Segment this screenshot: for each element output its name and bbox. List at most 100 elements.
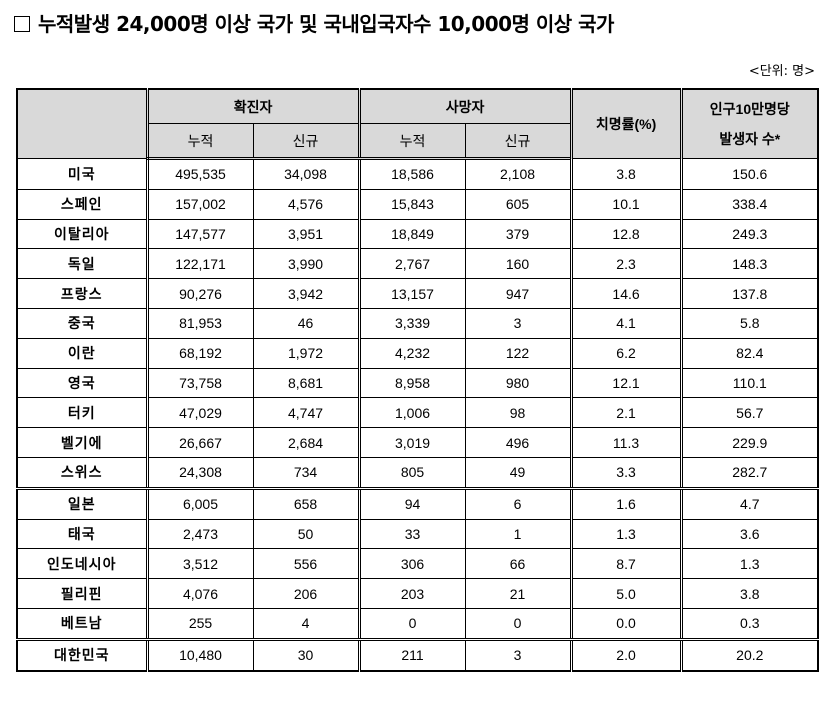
table-row: 스위스 24,308 734 805 49 3.3 282.7	[16, 456, 819, 490]
header-deaths-new: 신규	[464, 123, 572, 160]
fatality-rate-cell: 12.1	[569, 367, 682, 399]
fatality-rate-cell: 12.8	[569, 218, 682, 250]
deaths-cumulative-cell: 805	[357, 456, 466, 490]
confirmed-cumulative-cell: 255	[145, 607, 254, 641]
country-cell: 터키	[16, 397, 148, 429]
fatality-rate-cell: 3.3	[569, 456, 682, 490]
header-per-100k-line1: 인구10만명당	[709, 101, 790, 117]
confirmed-new-cell: 34,098	[252, 158, 360, 190]
confirmed-new-cell: 1,972	[252, 337, 360, 369]
table-row: 인도네시아 3,512 556 306 66 8.7 1.3	[16, 548, 819, 580]
per-100k-cell: 20.2	[679, 638, 819, 672]
deaths-new-cell: 6	[464, 487, 572, 520]
per-100k-cell: 338.4	[679, 188, 819, 220]
country-cell: 미국	[16, 158, 148, 190]
country-cell: 태국	[16, 518, 148, 550]
per-100k-cell: 3.8	[679, 578, 819, 609]
header-country	[16, 88, 148, 159]
country-cell: 스페인	[16, 188, 148, 220]
deaths-new-cell: 122	[464, 337, 572, 369]
header-per-100k: 인구10만명당 발생자 수*	[679, 88, 819, 159]
table-row: 미국 495,535 34,098 18,586 2,108 3.8 150.6	[16, 158, 819, 190]
country-cell: 벨기에	[16, 427, 148, 458]
country-cell: 베트남	[16, 607, 148, 641]
fatality-rate-cell: 14.6	[569, 278, 682, 309]
fatality-rate-cell: 0.0	[569, 607, 682, 641]
per-100k-cell: 4.7	[679, 487, 819, 520]
confirmed-cumulative-cell: 2,473	[145, 518, 254, 550]
header-row-1: 확진자 사망자 치명률(%) 인구10만명당 발생자 수*	[16, 88, 819, 159]
deaths-new-cell: 0	[464, 607, 572, 641]
header-confirmed-cumulative: 누적	[145, 123, 254, 160]
per-100k-cell: 150.6	[679, 158, 819, 190]
confirmed-new-cell: 734	[252, 456, 360, 490]
confirmed-new-cell: 556	[252, 548, 360, 580]
deaths-new-cell: 496	[464, 427, 572, 458]
table-row: 영국 73,758 8,681 8,958 980 12.1 110.1	[16, 367, 819, 399]
page-title: 누적발생 24,000명 이상 국가 및 국내입국자수 10,000명 이상 국…	[14, 8, 614, 37]
confirmed-cumulative-cell: 4,076	[145, 578, 254, 609]
deaths-cumulative-cell: 94	[357, 487, 466, 520]
country-cell: 프랑스	[16, 278, 148, 309]
deaths-cumulative-cell: 211	[357, 638, 466, 672]
table-row: 이탈리아 147,577 3,951 18,849 379 12.8 249.3	[16, 218, 819, 250]
table-row: 태국 2,473 50 33 1 1.3 3.6	[16, 518, 819, 550]
confirmed-new-cell: 3,942	[252, 278, 360, 309]
country-cell: 스위스	[16, 456, 148, 490]
confirmed-cumulative-cell: 24,308	[145, 456, 254, 490]
per-100k-cell: 56.7	[679, 397, 819, 429]
deaths-new-cell: 98	[464, 397, 572, 429]
confirmed-cumulative-cell: 147,577	[145, 218, 254, 250]
header-per-100k-line2: 발생자 수*	[719, 131, 781, 147]
per-100k-cell: 282.7	[679, 456, 819, 490]
confirmed-new-cell: 30	[252, 638, 360, 672]
country-cell: 영국	[16, 367, 148, 399]
deaths-new-cell: 160	[464, 248, 572, 280]
per-100k-cell: 137.8	[679, 278, 819, 309]
country-cell: 이탈리아	[16, 218, 148, 250]
deaths-new-cell: 980	[464, 367, 572, 399]
per-100k-cell: 110.1	[679, 367, 819, 399]
country-cell: 필리핀	[16, 578, 148, 609]
deaths-cumulative-cell: 306	[357, 548, 466, 580]
deaths-cumulative-cell: 1,006	[357, 397, 466, 429]
confirmed-cumulative-cell: 81,953	[145, 307, 254, 339]
deaths-cumulative-cell: 3,339	[357, 307, 466, 339]
country-cell: 대한민국	[16, 638, 148, 672]
country-cell: 인도네시아	[16, 548, 148, 580]
deaths-cumulative-cell: 15,843	[357, 188, 466, 220]
fatality-rate-cell: 2.0	[569, 638, 682, 672]
per-100k-cell: 148.3	[679, 248, 819, 280]
deaths-cumulative-cell: 203	[357, 578, 466, 609]
per-100k-cell: 3.6	[679, 518, 819, 550]
confirmed-new-cell: 8,681	[252, 367, 360, 399]
deaths-cumulative-cell: 33	[357, 518, 466, 550]
checkbox-square-icon	[14, 16, 30, 32]
deaths-cumulative-cell: 3,019	[357, 427, 466, 458]
table-row: 이란 68,192 1,972 4,232 122 6.2 82.4	[16, 337, 819, 369]
fatality-rate-cell: 6.2	[569, 337, 682, 369]
covid-country-table: 확진자 사망자 치명률(%) 인구10만명당 발생자 수* 누적 신규 누적 신…	[16, 88, 820, 672]
header-confirmed: 확진자	[145, 88, 360, 124]
deaths-new-cell: 2,108	[464, 158, 572, 190]
table-row: 중국 81,953 46 3,339 3 4.1 5.8	[16, 307, 819, 339]
confirmed-new-cell: 4,576	[252, 188, 360, 220]
unit-label: <단위: 명>	[748, 64, 815, 79]
confirmed-new-cell: 4,747	[252, 397, 360, 429]
country-cell: 일본	[16, 487, 148, 520]
per-100k-cell: 1.3	[679, 548, 819, 580]
fatality-rate-cell: 4.1	[569, 307, 682, 339]
fatality-rate-cell: 5.0	[569, 578, 682, 609]
per-100k-cell: 5.8	[679, 307, 819, 339]
deaths-cumulative-cell: 4,232	[357, 337, 466, 369]
deaths-new-cell: 3	[464, 307, 572, 339]
confirmed-cumulative-cell: 3,512	[145, 548, 254, 580]
deaths-cumulative-cell: 18,586	[357, 158, 466, 190]
per-100k-cell: 249.3	[679, 218, 819, 250]
deaths-cumulative-cell: 8,958	[357, 367, 466, 399]
confirmed-cumulative-cell: 47,029	[145, 397, 254, 429]
country-cell: 독일	[16, 248, 148, 280]
header-fatality-rate: 치명률(%)	[569, 88, 682, 159]
fatality-rate-cell: 1.3	[569, 518, 682, 550]
table-row: 스페인 157,002 4,576 15,843 605 10.1 338.4	[16, 188, 819, 220]
